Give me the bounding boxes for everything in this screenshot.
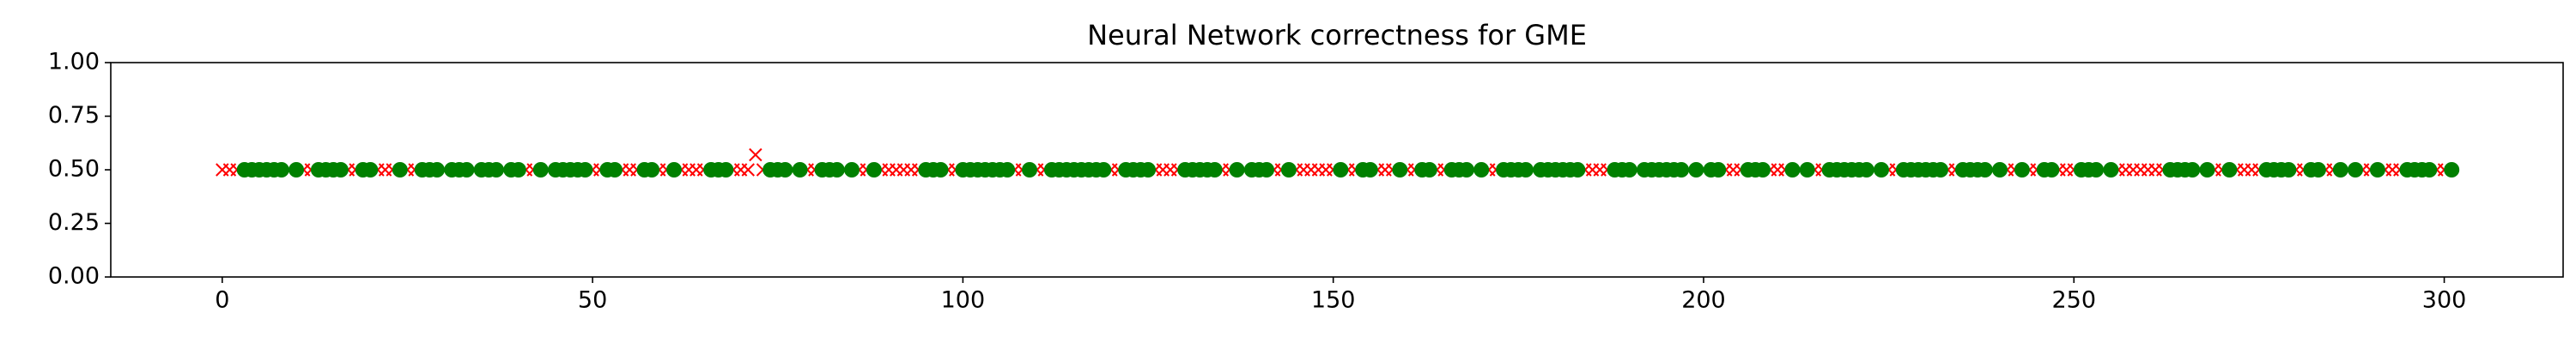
correct-marker [1392,162,1408,178]
correct-marker [1784,162,1801,178]
x-tick-label: 0 [215,287,229,314]
correct-marker [362,162,379,178]
y-tick-label: 0.25 [48,209,100,236]
correct-marker [665,162,682,178]
correct-marker [577,162,593,178]
correct-marker [606,162,623,178]
correct-marker [1458,162,1474,178]
correct-marker [1858,162,1874,178]
correct-marker [2281,162,2297,178]
correct-marker [1992,162,2008,178]
correct-marker [1421,162,1437,178]
incorrect-marker [741,163,755,177]
correct-marker [2044,162,2060,178]
correct-marker [644,162,660,178]
correct-marker [1754,162,1771,178]
x-tick-label: 100 [941,287,986,314]
correct-marker [2332,162,2348,178]
correct-marker [532,162,549,178]
correct-marker [1621,162,1637,178]
correct-marker [1674,162,1690,178]
correct-marker [1473,162,1490,178]
correct-marker [2310,162,2326,178]
correct-marker [1799,162,1815,178]
correct-marker [1096,162,1112,178]
correct-marker [844,162,860,178]
correct-marker [866,162,882,178]
incorrect-marker [749,147,762,162]
correct-marker [2103,162,2119,178]
x-tick-label: 150 [1311,287,1356,314]
correct-marker [933,162,949,178]
correct-marker [2088,162,2105,178]
y-tick-label: 0.00 [48,263,100,290]
correct-marker [2199,162,2215,178]
correct-marker [2348,162,2364,178]
correct-marker [792,162,808,178]
correct-marker [1333,162,1349,178]
chart-title: Neural Network correctness for GME [1087,19,1587,51]
x-tick-label: 300 [2422,287,2467,314]
correct-marker [2184,162,2201,178]
correct-marker [999,162,1016,178]
correct-marker [289,162,305,178]
y-tick-label: 0.75 [48,102,100,129]
correct-marker [2221,162,2238,178]
x-tick-label: 200 [1681,287,1726,314]
correct-marker [2421,162,2438,178]
correct-marker [2369,162,2385,178]
correct-marker [1362,162,1378,178]
correct-marker [392,162,408,178]
correct-marker [1933,162,1949,178]
correct-marker [273,162,289,178]
correct-marker [829,162,845,178]
correct-marker [1140,162,1157,178]
correct-marker [1688,162,1704,178]
correct-marker [510,162,526,178]
correct-marker [718,162,734,178]
correct-marker [1206,162,1223,178]
correct-marker [459,162,475,178]
x-tick-label: 250 [2051,287,2096,314]
correct-marker [332,162,349,178]
correct-marker [1259,162,1275,178]
correct-marker [2014,162,2030,178]
x-tick-label: 50 [578,287,607,314]
correct-marker [1570,162,1586,178]
correct-marker [777,162,793,178]
correct-marker [428,162,445,178]
y-tick-label: 0.50 [48,156,100,183]
correct-marker [1229,162,1245,178]
correct-marker [2444,162,2460,178]
correct-marker [1517,162,1534,178]
correct-marker [1977,162,1993,178]
correct-marker [1022,162,1038,178]
correct-marker [1280,162,1297,178]
correct-marker [1873,162,1889,178]
correct-marker [488,162,504,178]
y-tick-label: 1.00 [48,49,100,75]
correct-marker [1710,162,1727,178]
